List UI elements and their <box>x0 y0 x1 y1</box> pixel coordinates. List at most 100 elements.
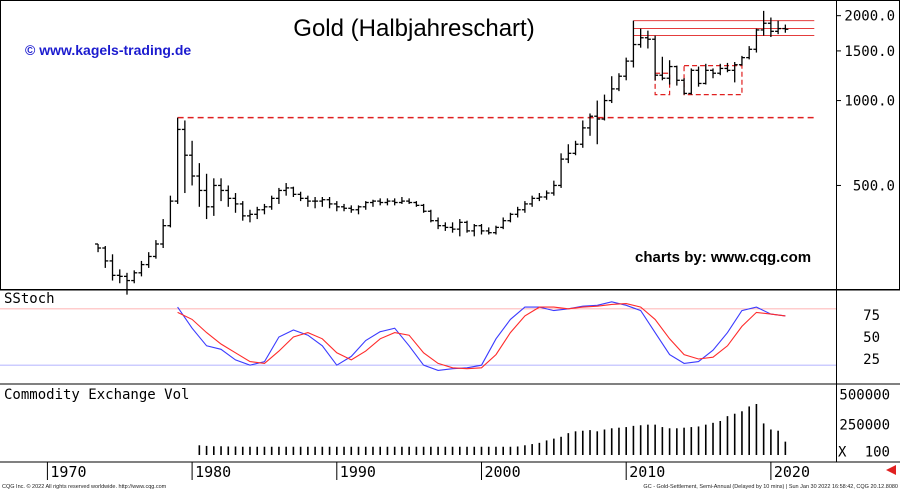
ohlc-bar <box>131 270 138 284</box>
ohlc-bar <box>355 205 362 215</box>
ohlc-bar <box>681 78 688 95</box>
ohlc-bar <box>579 120 586 148</box>
stoch-slow-line <box>177 303 786 370</box>
footer-info: GC - Gold-Settlement, Semi-Annual (Delay… <box>643 484 898 490</box>
ohlc-bar <box>738 55 745 66</box>
volume-tick-label: 250000 <box>839 418 890 434</box>
ohlc-bar <box>369 199 376 207</box>
ohlc-bar <box>152 240 159 259</box>
ohlc-bar <box>767 17 774 38</box>
stoch-fast-line <box>177 301 786 371</box>
ohlc-bar <box>319 197 326 207</box>
chart-title: Gold (Halbjahreschart) <box>293 15 534 42</box>
x-tick-label: 1980 <box>195 463 231 481</box>
ohlc-bar <box>427 209 434 223</box>
ohlc-bar <box>138 260 145 277</box>
ohlc-bar <box>485 227 492 235</box>
ohlc-bar <box>536 193 543 202</box>
ohlc-bar <box>615 73 622 92</box>
ohlc-bar <box>232 193 239 213</box>
ohlc-bar <box>673 65 680 86</box>
ohlc-bar <box>312 197 319 209</box>
ohlc-bar <box>145 252 152 268</box>
ohlc-bar <box>275 187 282 204</box>
ohlc-bar <box>630 20 637 68</box>
price-bars <box>95 10 789 295</box>
ohlc-bar <box>601 94 608 121</box>
ohlc-bar <box>753 28 760 53</box>
ohlc-bar <box>529 195 536 207</box>
ohlc-bar <box>348 205 355 213</box>
ohlc-bar <box>456 219 463 237</box>
ohlc-bar <box>782 24 789 33</box>
price-levels <box>177 20 815 119</box>
ohlc-bar <box>775 20 782 35</box>
stoch-panel-label: SStoch <box>4 291 55 307</box>
x-tick-label: 1990 <box>340 463 376 481</box>
ohlc-bar <box>644 30 651 49</box>
price-tick-label: 2000.0 <box>844 9 895 25</box>
ohlc-bar <box>210 178 217 216</box>
ohlc-bar <box>109 254 116 281</box>
ohlc-bar <box>239 201 246 221</box>
volume-tick-label: 500000 <box>839 387 890 403</box>
ohlc-bar <box>95 243 102 253</box>
ohlc-bar <box>550 180 557 196</box>
ohlc-bar <box>442 222 449 231</box>
ohlc-bar <box>254 206 261 220</box>
volume-multiplier: X <box>838 444 847 460</box>
price-y-ticks: 2000.0 1500.0 1000.0 500.0 <box>836 9 895 194</box>
ohlc-bar <box>710 68 717 79</box>
ohlc-bar <box>167 195 174 228</box>
ohlc-bar <box>218 178 225 202</box>
ohlc-bar <box>290 186 297 198</box>
ohlc-bar <box>471 223 478 237</box>
ohlc-bar <box>760 10 767 36</box>
ohlc-bar <box>521 201 528 213</box>
ohlc-bar <box>543 190 550 200</box>
ohlc-bar <box>594 100 601 145</box>
ohlc-bar <box>507 212 514 223</box>
ohlc-bar <box>565 144 572 164</box>
ohlc-bar <box>608 76 615 104</box>
ohlc-bar <box>341 203 348 212</box>
ohlc-bar <box>623 57 630 81</box>
ohlc-bar <box>659 56 666 81</box>
ohlc-bar <box>702 63 709 85</box>
credit-text: charts by: www.cqg.com <box>635 249 811 266</box>
ohlc-bar <box>160 219 167 249</box>
volume-bars: 500000 250000 100 X <box>198 387 890 460</box>
price-tick-label: 500.0 <box>853 178 895 194</box>
price-tick-label: 1000.0 <box>844 94 895 110</box>
ohlc-bar <box>666 60 673 85</box>
scroll-left-arrow-icon[interactable] <box>886 465 896 475</box>
ohlc-bar <box>637 28 644 48</box>
ohlc-bar <box>558 153 565 188</box>
ohlc-bar <box>572 140 579 156</box>
x-tick-label: 2020 <box>774 463 810 481</box>
ohlc-bar <box>652 35 659 81</box>
volume-panel-label: Commodity Exchange Vol <box>4 387 189 403</box>
ohlc-bar <box>731 62 738 83</box>
ohlc-bar <box>181 120 188 194</box>
ohlc-bar <box>695 66 702 87</box>
ohlc-bar <box>261 203 268 215</box>
stoch-tick-label: 75 <box>863 308 880 324</box>
ohlc-bar <box>724 62 731 73</box>
ohlc-bar <box>398 197 405 204</box>
ohlc-bar <box>384 198 391 206</box>
ohlc-bar <box>333 201 340 212</box>
ohlc-bar <box>268 195 275 210</box>
ohlc-bar <box>283 183 290 196</box>
footer-copyright: CQG Inc. © 2022 All rights reserved worl… <box>2 483 167 490</box>
ohlc-bar <box>478 223 485 235</box>
ohlc-bar <box>746 46 753 60</box>
price-tick-label: 1500.0 <box>844 44 895 60</box>
ohlc-bar <box>297 191 304 202</box>
ohlc-bar <box>196 163 203 207</box>
ohlc-bar <box>203 173 210 220</box>
x-axis-ticks: 1970 1980 1990 2000 2010 2020 <box>46 462 810 481</box>
ohlc-bar <box>514 206 521 218</box>
ohlc-bar <box>304 195 311 207</box>
